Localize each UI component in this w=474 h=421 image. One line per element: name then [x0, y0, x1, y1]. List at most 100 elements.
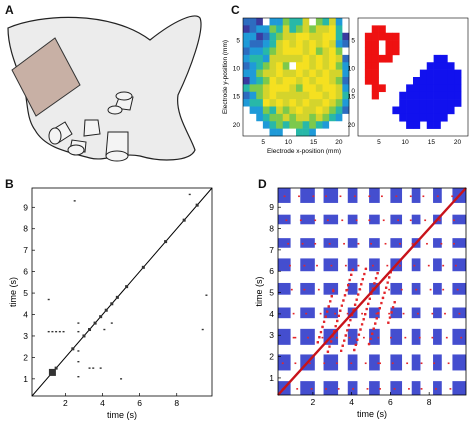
chart-b-point	[48, 368, 56, 376]
chart-d-red-point	[318, 336, 321, 339]
chart-d-red-point	[328, 345, 331, 348]
chart-c-left-cell	[322, 106, 330, 115]
chart-c-left-cell	[342, 128, 350, 137]
chart-c-left-cell	[262, 91, 270, 100]
chart-c-right-blue-cell	[413, 84, 421, 93]
chart-c-right-red-cell	[392, 47, 400, 56]
chart-c-left-cell	[269, 18, 277, 26]
chart-d-red-point	[348, 278, 351, 282]
chart-d-red-point	[366, 388, 369, 390]
chart-c-left-cell	[329, 99, 337, 107]
chart-d-red-point	[377, 312, 380, 315]
chart-d-red-point	[298, 195, 300, 198]
chart-d-red-point	[354, 343, 357, 346]
chart-d-red-point	[352, 388, 354, 390]
chart-c-right-blue-cell	[454, 84, 462, 93]
chart-c-left-cell	[276, 62, 284, 70]
chart-d-red-point	[292, 312, 295, 315]
chart-b-y-axis-label: time (s)	[8, 277, 18, 307]
chart-d-red-point	[418, 336, 421, 339]
chart-b-x-tick-label: 4	[100, 398, 105, 408]
chart-c-left-cell	[243, 91, 250, 100]
chart-b-point	[54, 366, 58, 370]
chart-c-left-cell	[315, 106, 323, 115]
chart-c-left-cell	[296, 113, 303, 122]
chart-b-x-tick-label: 8	[174, 398, 179, 408]
chart-d-blue-block	[347, 188, 358, 203]
chart-d-red-point	[375, 312, 378, 315]
chart-d-red-point	[340, 304, 343, 307]
chart-d-red-point	[290, 288, 293, 291]
chart-c-left-cell	[309, 69, 317, 78]
chart-d-red-point	[353, 195, 356, 198]
chart-d-red-point	[377, 336, 380, 339]
chart-c-left-cell	[282, 121, 290, 129]
chart-c-left-cell	[322, 54, 330, 63]
chart-d-blue-block	[323, 188, 339, 203]
chart-b-y-tick-label: 6	[23, 267, 28, 277]
chart-d-blue-block	[411, 354, 421, 371]
chart-d-blue-block	[278, 258, 291, 272]
chart-d-red-point	[393, 388, 396, 390]
chart-d-blue-block	[411, 258, 421, 272]
chart-c-left-cell	[269, 128, 277, 137]
chart-d-x-tick-label: 2	[311, 397, 316, 407]
chart-c-left-cell	[315, 128, 323, 137]
chart-c-left-cell	[296, 40, 303, 48]
chart-d-red-point	[372, 327, 375, 330]
chart-d-red-point	[380, 301, 383, 305]
chart-c-left-cell	[322, 99, 330, 107]
chart-d-red-point	[363, 272, 366, 276]
chart-c-right-red-cell	[364, 54, 373, 63]
chart-b-point	[77, 330, 80, 333]
chart-c-left-cell	[315, 77, 323, 85]
chart-d-red-point	[339, 195, 342, 198]
chart-c-right-blue-cell	[447, 84, 455, 93]
chart-d-red-point	[378, 307, 381, 310]
chart-b-point	[99, 315, 103, 319]
chart-c-left-cell	[302, 54, 310, 63]
chart-c-left-cell	[276, 84, 284, 93]
electrode-patch	[11, 37, 81, 117]
chart-c-left-cell	[269, 91, 277, 100]
chart-c-left-cell	[249, 84, 257, 93]
chart-d-blue-block	[452, 214, 466, 225]
chart-d-red-point	[386, 281, 389, 284]
chart-d-red-point	[370, 242, 372, 245]
chart-c-left-cell	[309, 62, 317, 70]
chart-c-left-cell	[282, 106, 290, 115]
chart-c-left-cell	[342, 84, 350, 93]
chart-c-left-cell	[269, 62, 277, 70]
chart-c-left-cell	[243, 18, 250, 26]
chart-c-left-cell	[282, 77, 290, 85]
chart-c-left-cell	[296, 99, 303, 107]
chart-c-right-y-tick-label: 15	[348, 94, 356, 101]
chart-c-right-blue-cell	[419, 113, 428, 122]
chart-c-left-cell	[243, 69, 250, 78]
chart-c-left-cell	[335, 91, 343, 100]
chart-c-right-blue-cell	[447, 77, 455, 85]
chart-b-point	[195, 203, 199, 207]
chart-c-left-cell	[335, 106, 343, 115]
chart-c-right-blue-cell	[406, 106, 414, 115]
chart-c-left-cell	[302, 47, 310, 56]
chart-b-point	[93, 321, 97, 325]
chart-d-red-point	[327, 305, 330, 308]
chart-c-left-cell	[289, 32, 297, 41]
chart-c-left-cell	[276, 77, 284, 85]
chart-d-red-point	[342, 299, 345, 302]
chart-c-right-blue-cell	[440, 69, 448, 78]
panel-label-d: D	[258, 177, 267, 191]
chart-c-left-cell	[269, 77, 277, 85]
chart-d-red-point	[420, 388, 423, 390]
chart-d-blue-block	[278, 307, 291, 319]
chart-b-point	[201, 328, 204, 331]
chart-d-red-point	[330, 295, 333, 298]
chart-c-left-cell	[335, 62, 343, 70]
chart-c-right-blue-cell	[447, 69, 455, 78]
chart-c-right-red-cell	[364, 62, 373, 70]
chart-d-blue-block	[369, 188, 380, 203]
chart-c-left-y-tick-label: 10	[233, 66, 241, 73]
